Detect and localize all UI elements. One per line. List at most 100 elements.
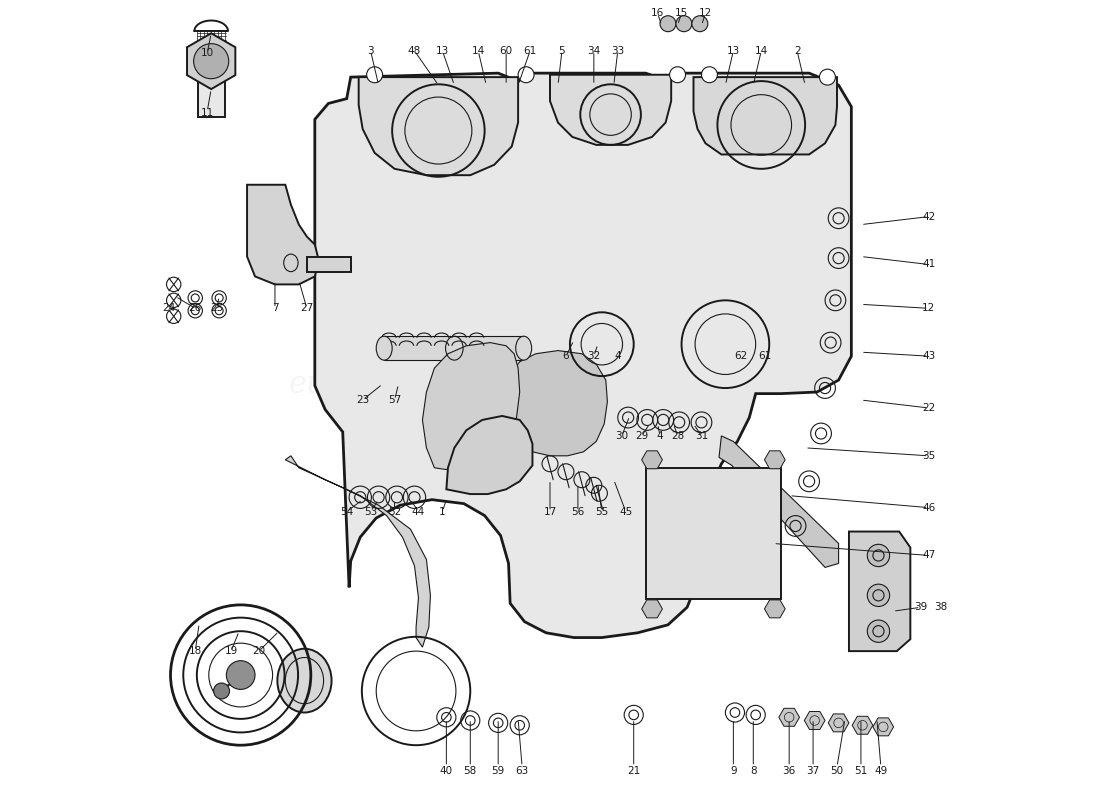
Text: 28: 28 bbox=[671, 431, 684, 441]
Polygon shape bbox=[315, 73, 851, 638]
Polygon shape bbox=[646, 468, 781, 599]
Polygon shape bbox=[849, 531, 911, 651]
Text: 18: 18 bbox=[188, 646, 202, 656]
Polygon shape bbox=[500, 350, 607, 456]
Text: 24: 24 bbox=[163, 303, 176, 314]
Polygon shape bbox=[779, 708, 800, 726]
Text: 63: 63 bbox=[516, 766, 529, 776]
Text: 33: 33 bbox=[612, 46, 625, 56]
Text: 53: 53 bbox=[364, 506, 377, 517]
Text: 44: 44 bbox=[411, 506, 425, 517]
Text: 48: 48 bbox=[408, 46, 421, 56]
Ellipse shape bbox=[277, 649, 331, 713]
Circle shape bbox=[213, 683, 230, 699]
Text: 60: 60 bbox=[499, 46, 513, 56]
Circle shape bbox=[867, 584, 890, 606]
Text: 12: 12 bbox=[922, 303, 935, 314]
Text: 26: 26 bbox=[188, 303, 202, 314]
Circle shape bbox=[660, 16, 676, 32]
Text: 6: 6 bbox=[562, 351, 570, 361]
Text: 8: 8 bbox=[750, 766, 757, 776]
Polygon shape bbox=[693, 77, 837, 154]
Text: 62: 62 bbox=[735, 351, 748, 361]
Ellipse shape bbox=[516, 336, 531, 360]
Text: 61: 61 bbox=[759, 351, 772, 361]
Text: 55: 55 bbox=[595, 506, 608, 517]
Text: eurospares: eurospares bbox=[607, 369, 780, 399]
FancyBboxPatch shape bbox=[307, 257, 351, 273]
Text: eurospares: eurospares bbox=[288, 369, 461, 399]
Text: 34: 34 bbox=[587, 46, 601, 56]
Text: 30: 30 bbox=[615, 431, 628, 441]
Text: 25: 25 bbox=[210, 303, 223, 314]
Text: 38: 38 bbox=[934, 602, 947, 612]
Text: 32: 32 bbox=[587, 351, 601, 361]
Circle shape bbox=[867, 620, 890, 642]
Circle shape bbox=[867, 544, 890, 566]
Text: 14: 14 bbox=[472, 46, 485, 56]
Text: 14: 14 bbox=[755, 46, 768, 56]
Text: 13: 13 bbox=[436, 46, 449, 56]
Text: 4: 4 bbox=[657, 431, 663, 441]
Polygon shape bbox=[359, 77, 518, 175]
Polygon shape bbox=[764, 600, 785, 618]
Text: 15: 15 bbox=[675, 8, 689, 18]
Polygon shape bbox=[641, 451, 662, 469]
Text: 20: 20 bbox=[253, 646, 265, 656]
Text: 29: 29 bbox=[635, 431, 648, 441]
Text: 16: 16 bbox=[651, 8, 664, 18]
Text: 31: 31 bbox=[695, 431, 708, 441]
Polygon shape bbox=[248, 185, 319, 285]
Text: 51: 51 bbox=[855, 766, 868, 776]
Circle shape bbox=[518, 66, 535, 82]
Text: 21: 21 bbox=[627, 766, 640, 776]
Text: 36: 36 bbox=[782, 766, 795, 776]
Text: 61: 61 bbox=[524, 46, 537, 56]
Text: 52: 52 bbox=[388, 506, 401, 517]
Text: 46: 46 bbox=[922, 502, 935, 513]
Text: 19: 19 bbox=[224, 646, 238, 656]
Text: 40: 40 bbox=[440, 766, 453, 776]
Polygon shape bbox=[804, 711, 825, 730]
Circle shape bbox=[702, 66, 717, 82]
Polygon shape bbox=[447, 416, 532, 494]
Text: 7: 7 bbox=[272, 303, 278, 314]
Polygon shape bbox=[285, 456, 430, 647]
Text: 37: 37 bbox=[806, 766, 820, 776]
Circle shape bbox=[670, 66, 685, 82]
Text: 11: 11 bbox=[200, 108, 213, 118]
Text: 45: 45 bbox=[619, 506, 632, 517]
Ellipse shape bbox=[376, 336, 393, 360]
Text: 1: 1 bbox=[439, 506, 446, 517]
Polygon shape bbox=[828, 714, 849, 732]
Polygon shape bbox=[641, 600, 662, 618]
Text: 23: 23 bbox=[356, 395, 370, 405]
Circle shape bbox=[692, 16, 708, 32]
Polygon shape bbox=[873, 718, 893, 736]
Text: 54: 54 bbox=[340, 506, 353, 517]
Text: 22: 22 bbox=[922, 403, 935, 413]
Text: 57: 57 bbox=[388, 395, 401, 405]
Circle shape bbox=[227, 661, 255, 690]
Circle shape bbox=[820, 69, 835, 85]
Text: 56: 56 bbox=[571, 506, 584, 517]
Text: 39: 39 bbox=[914, 602, 927, 612]
Text: 3: 3 bbox=[367, 46, 374, 56]
Text: 9: 9 bbox=[730, 766, 737, 776]
Text: 47: 47 bbox=[922, 550, 935, 561]
Circle shape bbox=[676, 16, 692, 32]
Text: 35: 35 bbox=[922, 451, 935, 461]
Polygon shape bbox=[764, 451, 785, 469]
Circle shape bbox=[366, 66, 383, 82]
Circle shape bbox=[194, 44, 229, 78]
Polygon shape bbox=[719, 436, 838, 567]
Text: 58: 58 bbox=[464, 766, 477, 776]
Text: 4: 4 bbox=[615, 351, 622, 361]
Polygon shape bbox=[422, 342, 519, 470]
Text: 13: 13 bbox=[727, 46, 740, 56]
Polygon shape bbox=[187, 34, 235, 89]
Text: 59: 59 bbox=[492, 766, 505, 776]
Text: 12: 12 bbox=[698, 8, 712, 18]
Text: 17: 17 bbox=[543, 506, 557, 517]
Text: 10: 10 bbox=[200, 48, 213, 58]
